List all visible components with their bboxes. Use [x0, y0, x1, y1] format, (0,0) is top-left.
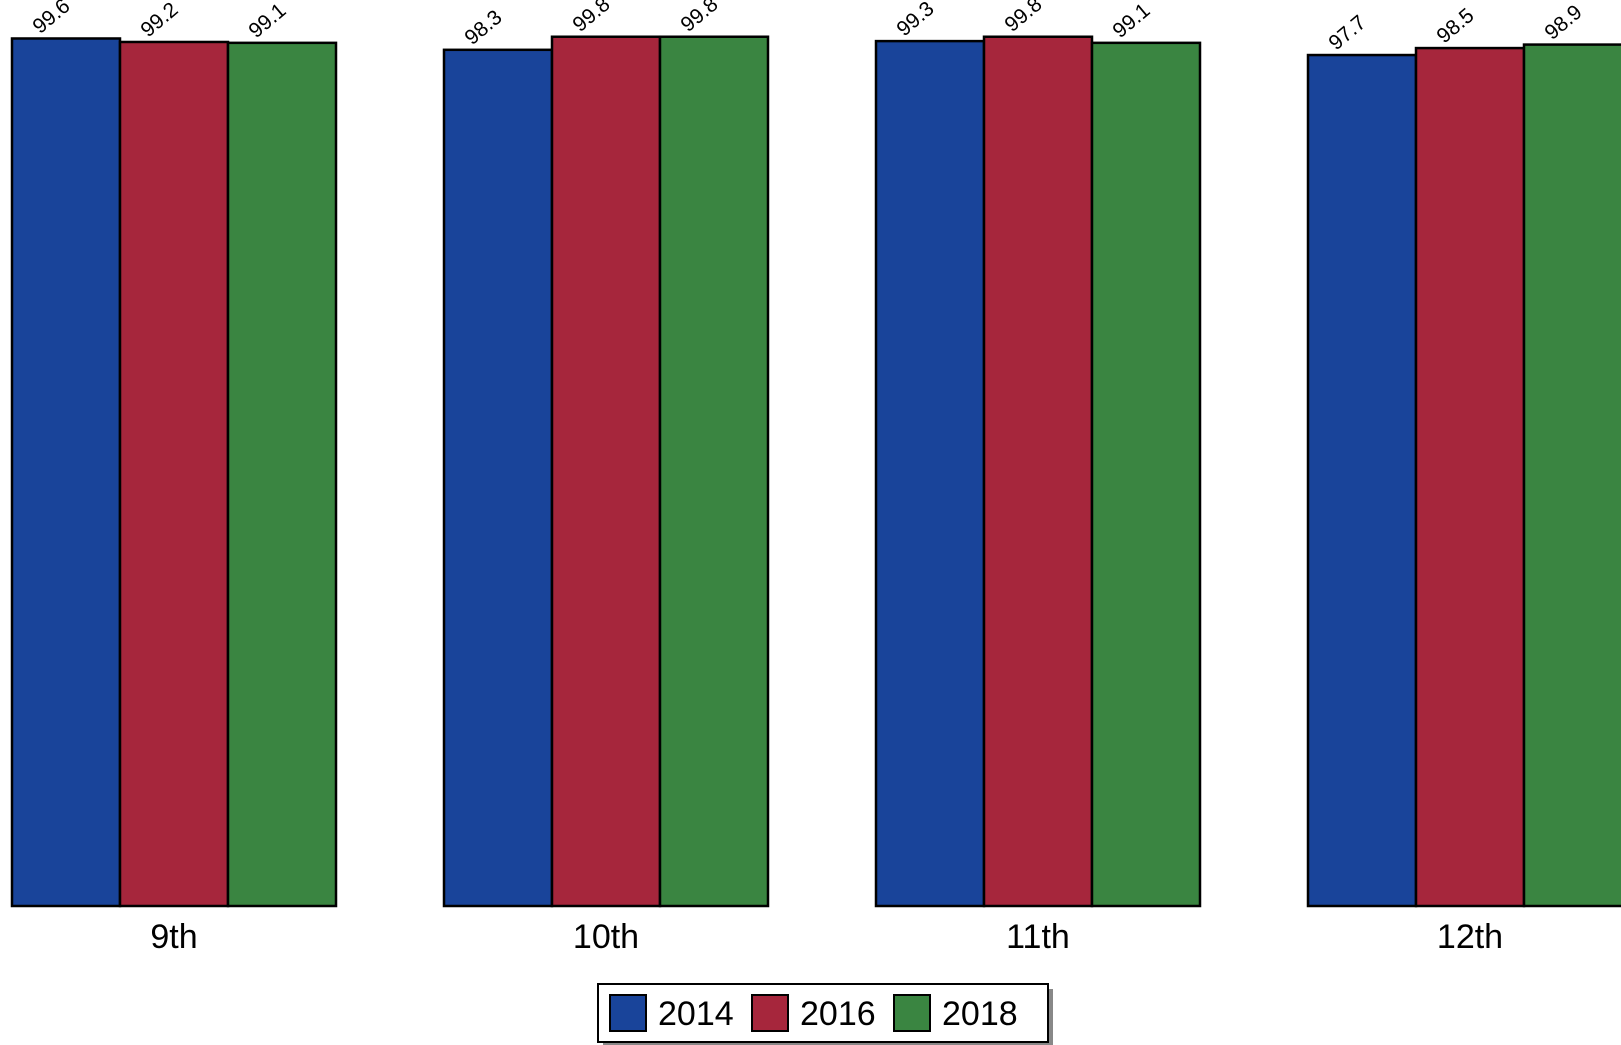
data-label-9th-2016: 99.2	[136, 0, 182, 42]
legend-label-2018: 2018	[942, 995, 1018, 1033]
bar-12th-2014	[1306, 53, 1418, 908]
bar-9th-2016	[118, 40, 230, 908]
legend-swatch-2014	[609, 994, 647, 1032]
data-label-9th-2018: 99.1	[244, 0, 290, 43]
bar-9th-2018	[226, 41, 338, 908]
data-label-10th-2018: 99.8	[676, 0, 722, 37]
legend-swatch-2018	[893, 994, 931, 1032]
data-label-12th-2014: 97.7	[1324, 11, 1370, 55]
bar-12th-2016	[1414, 46, 1526, 908]
legend-box	[597, 983, 1049, 1043]
data-label-12th-2018: 98.9	[1540, 1, 1586, 45]
data-label-10th-2016: 99.8	[568, 0, 614, 37]
bar-11th-2018	[1090, 41, 1202, 908]
bar-11th-2014	[874, 39, 986, 908]
data-label-9th-2014: 99.6	[28, 0, 74, 38]
bar-10th-2016	[550, 35, 662, 908]
bar-11th-2016	[982, 35, 1094, 908]
legend-swatch-2016	[751, 994, 789, 1032]
bar-12th-2018	[1522, 43, 1621, 908]
category-labels-layer: 9th 10th 11th 12th	[150, 918, 1503, 956]
data-label-11th-2014: 99.3	[892, 0, 938, 41]
category-label-10th: 10th	[573, 918, 639, 956]
bar-10th-2014	[442, 48, 554, 908]
category-label-9th: 9th	[150, 918, 197, 956]
data-label-10th-2014: 98.3	[460, 6, 506, 50]
bar-10th-2018	[658, 35, 770, 908]
data-label-11th-2016: 99.8	[1000, 0, 1046, 37]
bars-layer	[10, 35, 1621, 908]
data-label-12th-2016: 98.5	[1432, 4, 1478, 48]
legend-label-2014: 2014	[658, 995, 734, 1033]
category-label-11th: 11th	[1006, 918, 1070, 956]
legend: 2014 2016 2018	[597, 983, 1053, 1045]
legend-items: 2014 2016 2018	[609, 994, 1018, 1033]
bar-9th-2014	[10, 37, 122, 908]
data-label-11th-2018: 99.1	[1108, 0, 1154, 43]
legend-label-2016: 2016	[800, 995, 876, 1033]
category-label-12th: 12th	[1437, 918, 1503, 956]
